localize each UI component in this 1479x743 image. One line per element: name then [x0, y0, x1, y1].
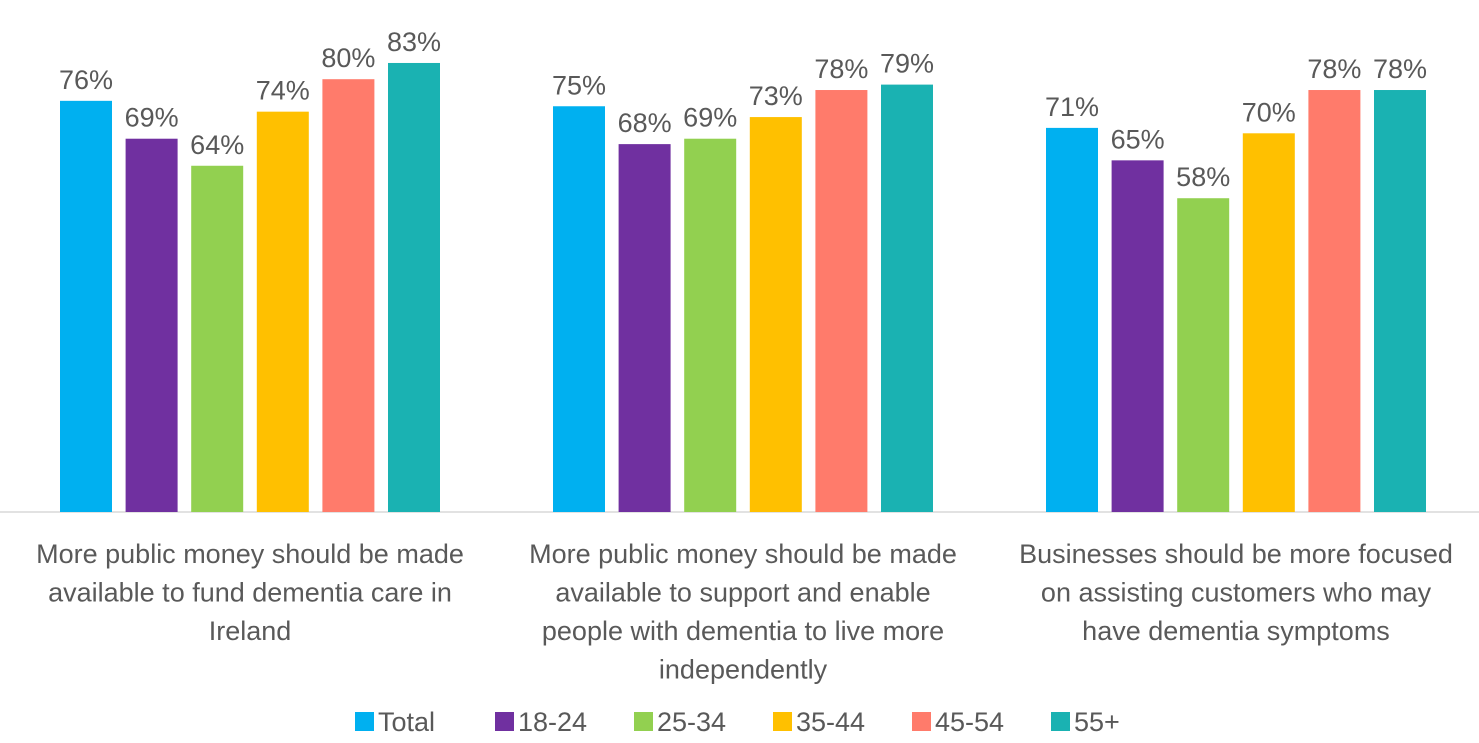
bar-55--cat1 [388, 62, 440, 512]
bar-35-44-cat2 [749, 117, 802, 512]
legend-swatch [1051, 712, 1070, 731]
legend-swatch [495, 712, 514, 731]
bar-35-44-cat1 [256, 111, 309, 512]
data-label: 80% [321, 43, 375, 73]
data-label: 65% [1111, 124, 1165, 154]
legend-item-total: Total [355, 707, 435, 737]
category-label-2: More public money should be made availabl… [529, 539, 957, 685]
bar-55--cat2 [881, 84, 933, 513]
bar-45-54-cat3 [1308, 90, 1361, 513]
legend-swatch [912, 712, 931, 731]
data-label: 69% [683, 103, 737, 133]
data-label: 71% [1045, 92, 1099, 122]
legend-item-25-34: 25-34 [634, 707, 726, 737]
legend-item-45-54: 45-54 [912, 707, 1004, 737]
legend-label: 55+ [1074, 707, 1120, 737]
legend-swatch [773, 712, 792, 731]
bar-18-24-cat3 [1111, 160, 1164, 512]
data-label: 69% [125, 103, 179, 133]
category-labels-layer: More public money should be made availabl… [36, 539, 1453, 685]
data-label: 76% [59, 65, 113, 95]
bar-55--cat3 [1374, 90, 1426, 513]
legend-label: Total [378, 707, 435, 737]
value-labels-layer: 76% 75% 71% 69% 68% 65% 64% 69% 58% 74% 73% 70% 80% 7… [59, 27, 1427, 192]
data-label: 75% [552, 70, 606, 100]
data-label: 68% [618, 108, 672, 138]
data-label: 78% [814, 54, 868, 84]
legend: Total 18-24 25-34 35-44 45-54 55+ [355, 707, 1120, 737]
legend-swatch [634, 712, 653, 731]
bar-35-44-cat3 [1242, 133, 1295, 513]
category-label-1: More public money should be made availabl… [36, 539, 464, 646]
bar-total-cat1 [60, 100, 112, 512]
legend-swatch [355, 712, 374, 731]
bar-45-54-cat1 [322, 79, 375, 512]
bars-layer [60, 62, 1426, 513]
bar-total-cat2 [553, 106, 605, 512]
legend-item-18-24: 18-24 [495, 707, 587, 737]
data-label: 70% [1242, 97, 1296, 127]
data-label: 58% [1176, 162, 1230, 192]
data-label: 79% [880, 49, 934, 79]
bar-25-34-cat3 [1177, 198, 1230, 512]
data-label: 74% [256, 76, 310, 106]
legend-label: 35-44 [796, 707, 865, 737]
category-label-3: Businesses should be more focused on assi… [1019, 539, 1453, 646]
legend-label: 18-24 [518, 707, 587, 737]
data-label: 78% [1373, 54, 1427, 84]
data-label: 83% [387, 27, 441, 57]
legend-label: 25-34 [657, 707, 726, 737]
data-label: 64% [190, 130, 244, 160]
bar-25-34-cat1 [191, 165, 244, 512]
bar-18-24-cat2 [618, 144, 671, 512]
data-label: 73% [749, 81, 803, 111]
data-label: 78% [1307, 54, 1361, 84]
bar-45-54-cat2 [815, 90, 868, 513]
bar-25-34-cat2 [684, 138, 737, 512]
bar-total-cat3 [1046, 127, 1098, 512]
legend-item-35-44: 35-44 [773, 707, 865, 737]
legend-item-55-: 55+ [1051, 707, 1120, 737]
bar-18-24-cat1 [125, 138, 178, 512]
legend-label: 45-54 [935, 707, 1004, 737]
